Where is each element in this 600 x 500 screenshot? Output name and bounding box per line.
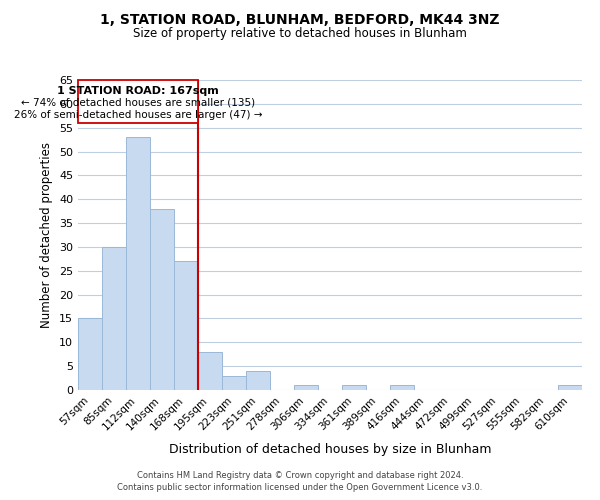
Bar bbox=[342, 385, 366, 390]
FancyBboxPatch shape bbox=[78, 80, 198, 123]
Bar bbox=[222, 376, 246, 390]
Text: Size of property relative to detached houses in Blunham: Size of property relative to detached ho… bbox=[133, 28, 467, 40]
Text: Contains HM Land Registry data © Crown copyright and database right 2024.: Contains HM Land Registry data © Crown c… bbox=[137, 471, 463, 480]
Bar bbox=[198, 352, 222, 390]
Y-axis label: Number of detached properties: Number of detached properties bbox=[40, 142, 53, 328]
Bar bbox=[78, 318, 102, 390]
Bar bbox=[174, 261, 198, 390]
Bar bbox=[150, 209, 174, 390]
Bar bbox=[102, 247, 126, 390]
Bar bbox=[126, 137, 150, 390]
X-axis label: Distribution of detached houses by size in Blunham: Distribution of detached houses by size … bbox=[169, 443, 491, 456]
Text: Contains public sector information licensed under the Open Government Licence v3: Contains public sector information licen… bbox=[118, 484, 482, 492]
Bar bbox=[390, 385, 414, 390]
Text: 1, STATION ROAD, BLUNHAM, BEDFORD, MK44 3NZ: 1, STATION ROAD, BLUNHAM, BEDFORD, MK44 … bbox=[100, 12, 500, 26]
Bar bbox=[558, 385, 582, 390]
Text: ← 74% of detached houses are smaller (135): ← 74% of detached houses are smaller (13… bbox=[21, 98, 255, 108]
Text: 1 STATION ROAD: 167sqm: 1 STATION ROAD: 167sqm bbox=[57, 86, 219, 96]
Text: 26% of semi-detached houses are larger (47) →: 26% of semi-detached houses are larger (… bbox=[14, 110, 262, 120]
Bar bbox=[294, 385, 318, 390]
Bar bbox=[246, 371, 270, 390]
